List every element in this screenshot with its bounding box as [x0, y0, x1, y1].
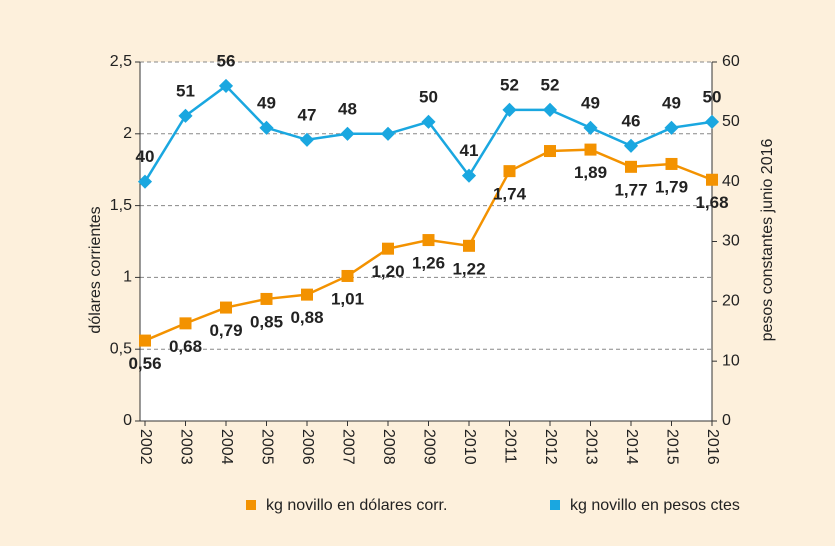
y2-tick-label: 60	[722, 53, 740, 70]
marker	[341, 269, 354, 282]
marker	[544, 145, 556, 158]
marker	[664, 120, 679, 135]
x-tick-label: 2004	[218, 429, 235, 465]
y2-axis-label: pesos constantes junio 2016	[759, 138, 776, 341]
data-label: 41	[460, 141, 479, 160]
marker	[422, 234, 435, 247]
y2-tick-label: 40	[722, 173, 740, 190]
x-tick-label: 2011	[501, 429, 518, 464]
data-label: 49	[662, 93, 681, 112]
y-tick-label: 1,5	[110, 197, 132, 214]
y-axis-label: dólares corrientes	[87, 206, 104, 333]
marker	[380, 126, 396, 141]
marker	[260, 292, 273, 305]
y-tick-label: 0,5	[110, 340, 132, 357]
x-tick-label: 2003	[177, 429, 194, 465]
marker	[179, 317, 192, 330]
marker	[542, 102, 558, 117]
data-label: 1,79	[655, 177, 688, 196]
data-label: 0,56	[128, 354, 161, 373]
data-label: 40	[136, 147, 155, 166]
legend-label: kg novillo en dólares corr.	[266, 497, 447, 514]
data-label: 50	[703, 87, 722, 106]
data-label: 0,85	[250, 312, 283, 331]
marker	[301, 288, 313, 301]
data-label: 1,22	[452, 259, 485, 278]
marker	[340, 126, 355, 141]
data-label: 1,68	[695, 193, 728, 212]
marker	[382, 242, 394, 255]
legend-swatch	[550, 500, 560, 510]
y2-tick-label: 50	[722, 113, 740, 130]
data-label: 0,68	[169, 337, 202, 356]
marker	[461, 168, 477, 183]
data-label: 56	[217, 51, 236, 70]
y2-tick-label: 20	[722, 293, 740, 310]
marker	[503, 165, 516, 178]
marker	[665, 157, 678, 170]
marker	[584, 143, 597, 156]
data-label: 46	[622, 111, 641, 130]
y-tick-label: 1	[123, 269, 132, 286]
data-label: 1,74	[493, 185, 527, 204]
marker	[623, 138, 639, 153]
marker	[625, 160, 637, 173]
data-label: 50	[419, 87, 438, 106]
y2-tick-label: 0	[722, 412, 731, 429]
data-label: 49	[581, 93, 600, 112]
marker	[299, 132, 315, 147]
y-tick-label: 0	[123, 412, 132, 429]
x-tick-label: 2012	[542, 429, 559, 465]
data-label: 49	[257, 93, 276, 112]
data-label: 48	[338, 99, 357, 118]
y-tick-label: 2	[123, 125, 132, 142]
legend-label: kg novillo en pesos ctes	[570, 497, 740, 514]
x-tick-label: 2008	[380, 429, 397, 465]
data-label: 0,79	[209, 321, 242, 340]
x-tick-label: 2013	[582, 429, 599, 465]
x-tick-label: 2002	[137, 429, 154, 465]
marker	[583, 120, 598, 135]
marker	[706, 173, 718, 186]
legend-swatch	[246, 500, 256, 510]
marker	[704, 114, 720, 129]
marker	[220, 301, 232, 314]
marker	[421, 114, 436, 129]
y2-tick-label: 30	[722, 233, 740, 250]
data-label: 52	[500, 75, 519, 94]
x-tick-label: 2006	[299, 429, 316, 465]
marker	[463, 239, 475, 252]
x-tick-label: 2005	[258, 429, 275, 465]
data-label: 51	[176, 81, 195, 100]
x-tick-label: 2007	[339, 429, 356, 465]
x-tick-label: 2016	[704, 429, 721, 465]
y-tick-label: 2,5	[110, 53, 132, 70]
marker	[137, 174, 153, 189]
data-label: 0,88	[290, 308, 323, 327]
data-label: 52	[541, 75, 560, 94]
x-tick-label: 2009	[420, 429, 437, 465]
marker	[139, 334, 151, 347]
x-tick-label: 2015	[663, 429, 680, 465]
data-label: 1,77	[614, 180, 647, 199]
x-tick-label: 2010	[461, 429, 478, 465]
marker	[502, 102, 517, 117]
data-label: 1,89	[574, 163, 607, 182]
data-label: 1,01	[331, 289, 364, 308]
y2-tick-label: 10	[722, 352, 740, 369]
data-label: 47	[298, 105, 317, 124]
data-label: 1,20	[371, 262, 404, 281]
x-tick-label: 2014	[623, 429, 640, 465]
data-label: 1,26	[412, 254, 445, 273]
marker	[259, 120, 274, 135]
